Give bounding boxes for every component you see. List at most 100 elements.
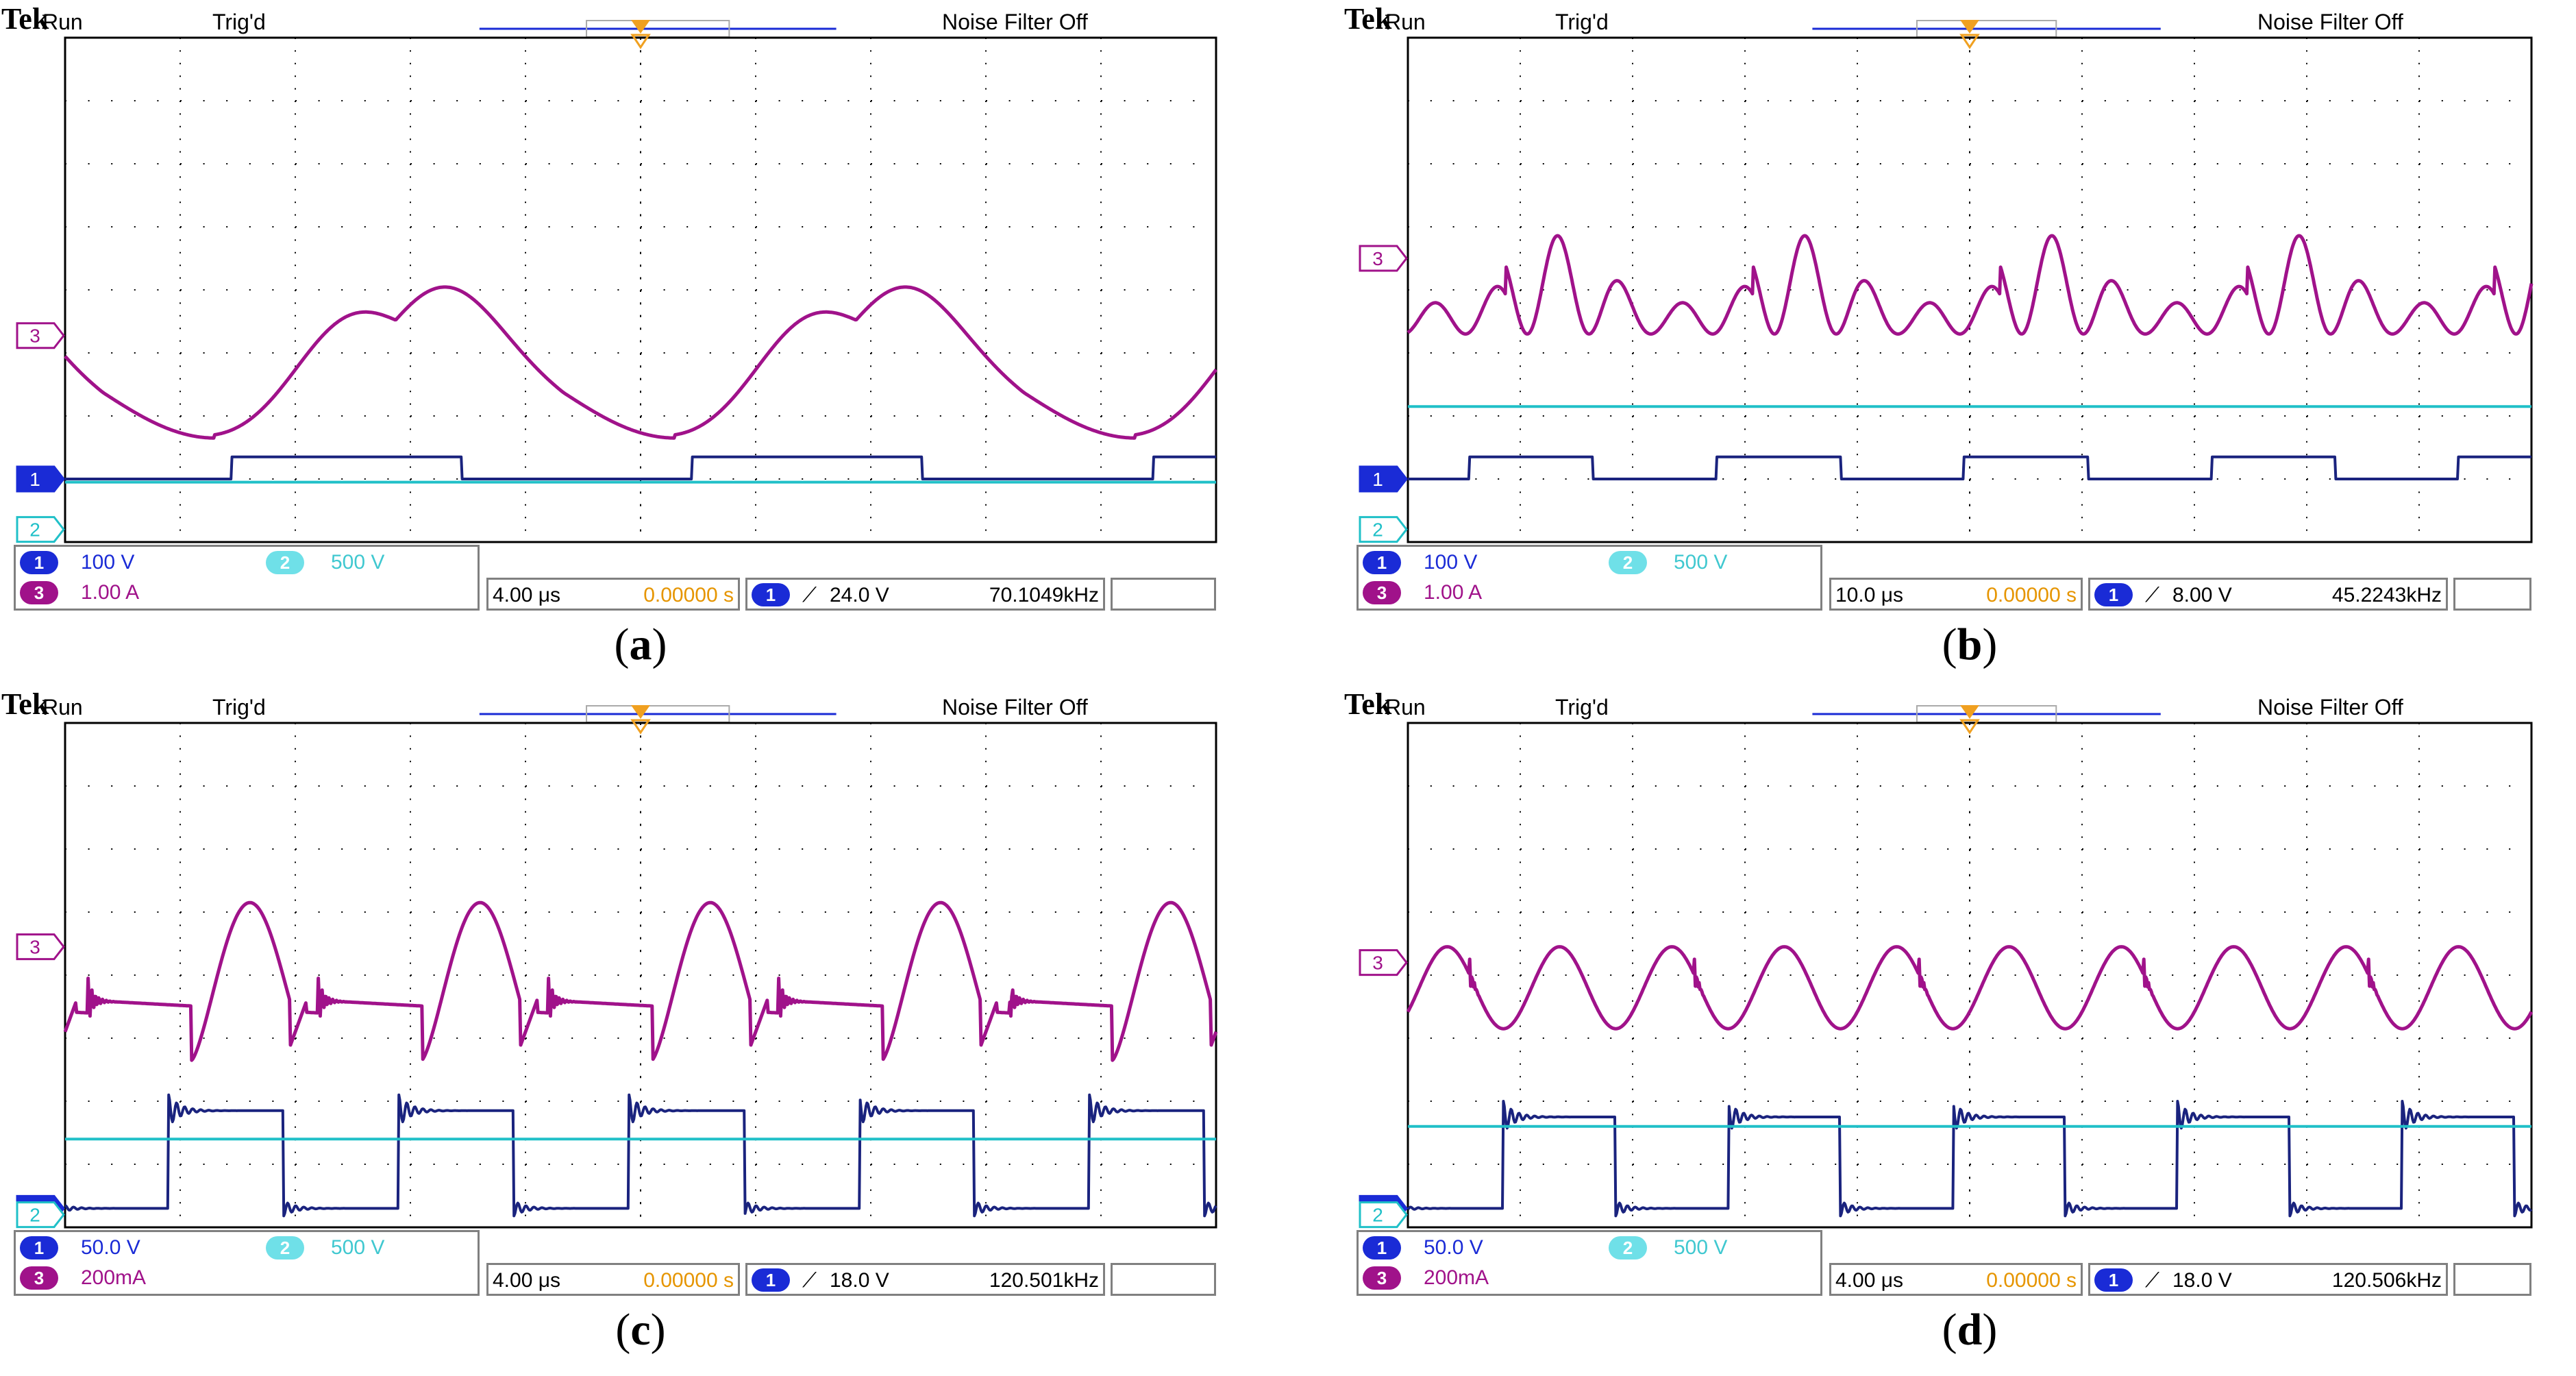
ch3-scale: 1.00 A — [1424, 581, 1483, 604]
channel-scale-box: 1 50.0 V 2 500 V 3 200mA — [14, 1230, 480, 1296]
timebase-box: 10.0 μs 0.00000 s — [1829, 578, 2083, 611]
trigger-state: Trig'd — [212, 10, 266, 34]
ch1-scale: 100 V — [1424, 551, 1478, 574]
extra-status-box — [2453, 578, 2531, 611]
figure-caption: (d) — [1942, 1305, 1998, 1355]
trigger-frequency: 45.2243kHz — [2331, 584, 2442, 606]
channel-scale-box: 1 50.0 V 2 500 V 3 200mA — [1357, 1230, 1822, 1296]
trigger-box: 1 ⟋ 18.0 V 120.501kHz — [745, 1263, 1105, 1296]
channel-ch2-ground-marker[interactable]: 2 — [1359, 516, 1408, 543]
trigger-state: Trig'd — [1555, 10, 1609, 34]
expansion-point-marker — [1959, 719, 1980, 735]
horizontal-delay: 0.00000 s — [1986, 1269, 2077, 1292]
trace-ch3 — [63, 900, 1218, 1062]
channel-ch1-ground-marker[interactable]: 1 — [16, 465, 65, 493]
oscilloscope-display: 132 — [16, 705, 1218, 1229]
expansion-point-marker — [630, 719, 651, 735]
channel-scale-box: 1 100 V 2 500 V 3 1.00 A — [14, 545, 480, 611]
channel-marker-label: 2 — [1372, 1205, 1383, 1226]
channel-ch2-ground-marker[interactable]: 2 — [16, 516, 65, 543]
channel-ch2-ground-marker[interactable]: 2 — [1359, 1201, 1408, 1229]
expansion-point-marker — [1959, 34, 1980, 49]
trigger-level: 18.0 V — [2172, 1269, 2232, 1292]
trigger-source-badge: 1 — [2094, 1268, 2133, 1292]
scope-brand: Tek — [1344, 2, 1392, 36]
ch2-badge: 2 — [1609, 551, 1647, 574]
trace-ch1 — [1407, 1100, 2533, 1218]
channel-ch3-ground-marker[interactable]: 3 — [1359, 949, 1408, 976]
ch3-badge: 3 — [1363, 581, 1401, 604]
channel-ch3-ground-marker[interactable]: 3 — [16, 933, 65, 961]
figure-caption: (b) — [1942, 619, 1998, 669]
trigger-source-badge: 1 — [2094, 583, 2133, 606]
ch2-badge: 2 — [266, 551, 304, 574]
scope-brand: Tek — [1, 687, 49, 721]
extra-status-box — [2453, 1263, 2531, 1296]
horizontal-delay: 0.00000 s — [1986, 584, 2077, 606]
ch3-badge: 3 — [1363, 1266, 1401, 1290]
trigger-slope-icon: ⟋ — [802, 584, 817, 606]
trigger-box: 1 ⟋ 24.0 V 70.1049kHz — [745, 578, 1105, 611]
channel-ch3-ground-marker[interactable]: 3 — [16, 322, 65, 349]
trace-ch3 — [1406, 945, 2534, 1031]
scope-brand: Tek — [1344, 687, 1392, 721]
trigger-position-marker — [631, 705, 650, 719]
scope-brand: Tek — [1, 2, 49, 36]
timebase-value: 10.0 μs — [1835, 584, 1904, 606]
trigger-slope-icon: ⟋ — [2145, 584, 2159, 606]
noise-filter-status: Noise Filter Off — [2257, 695, 2403, 720]
channel-marker-label: 3 — [1372, 953, 1383, 974]
ch2-badge: 2 — [1609, 1236, 1647, 1260]
trace-ch3 — [64, 285, 1218, 440]
extra-status-box — [1111, 578, 1216, 611]
ch3-badge: 3 — [20, 1266, 58, 1290]
oscilloscope-display: 1 3 2 — [16, 20, 1218, 543]
timebase-box: 4.00 μs 0.00000 s — [486, 1263, 740, 1296]
ch2-scale: 500 V — [1674, 1236, 1728, 1259]
ch2-badge: 2 — [266, 1236, 304, 1260]
figure-caption-letter: a — [629, 619, 652, 669]
trigger-box: 1 ⟋ 18.0 V 120.506kHz — [2088, 1263, 2448, 1296]
trigger-level: 24.0 V — [830, 584, 889, 606]
figure-caption: (c) — [615, 1305, 666, 1355]
ch1-scale: 50.0 V — [1424, 1236, 1483, 1259]
noise-filter-status: Noise Filter Off — [942, 10, 1088, 34]
ch3-scale: 200mA — [1424, 1266, 1489, 1289]
extra-status-box — [1111, 1263, 1216, 1296]
channel-marker-label: 2 — [29, 519, 40, 541]
ch1-badge: 1 — [1363, 1236, 1401, 1260]
trace-ch1 — [64, 455, 1217, 480]
channel-marker-label: 1 — [29, 469, 40, 490]
scope-panel-a: Tek Run Trig'd Noise Filter Off 1 3 2 1 100 V 2 50… — [0, 0, 1247, 669]
trigger-level: 8.00 V — [2172, 584, 2232, 606]
timebase-box: 4.00 μs 0.00000 s — [1829, 1263, 2083, 1296]
trigger-box: 1 ⟋ 8.00 V 45.2243kHz — [2088, 578, 2448, 611]
trigger-level: 18.0 V — [830, 1269, 889, 1292]
channel-scale-box: 1 100 V 2 500 V 3 1.00 A — [1357, 545, 1822, 611]
channel-marker-label: 3 — [29, 937, 40, 958]
ch3-badge: 3 — [20, 581, 58, 604]
trigger-slope-icon: ⟋ — [2145, 1269, 2159, 1292]
trace-ch1 — [1407, 455, 2532, 480]
channel-ch2-ground-marker[interactable]: 2 — [16, 1201, 65, 1229]
noise-filter-status: Noise Filter Off — [2257, 10, 2403, 34]
channel-ch3-ground-marker[interactable]: 3 — [1359, 245, 1408, 272]
figure-caption-letter: c — [630, 1305, 651, 1355]
ch3-scale: 200mA — [81, 1266, 147, 1289]
oscilloscope-display: 132 — [1359, 705, 2534, 1229]
figure-caption-letter: d — [1957, 1305, 1983, 1355]
ch1-scale: 50.0 V — [81, 1236, 140, 1259]
channel-marker-label: 1 — [1372, 469, 1383, 490]
ch1-badge: 1 — [20, 1236, 58, 1260]
trigger-source-badge: 1 — [752, 1268, 790, 1292]
channel-ch1-ground-marker[interactable]: 1 — [1359, 465, 1408, 493]
ch3-scale: 1.00 A — [81, 581, 140, 604]
ch1-badge: 1 — [1363, 551, 1401, 574]
ch2-scale: 500 V — [331, 1236, 385, 1259]
oscilloscope-display: 1 3 2 — [1359, 20, 2534, 543]
figure-caption: (a) — [614, 619, 667, 669]
scope-panel-b: Tek Run Trig'd Noise Filter Off 1 3 2 1 100 V 2 50… — [1343, 0, 2576, 669]
ch2-scale: 500 V — [1674, 551, 1728, 574]
